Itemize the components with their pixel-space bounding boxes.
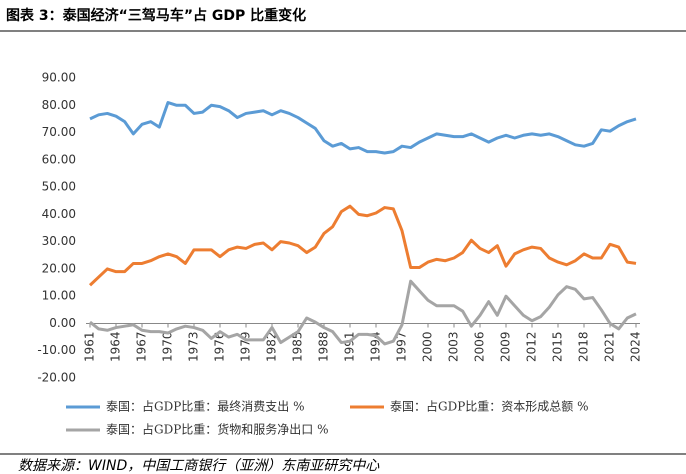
x-tick-label: 2012 xyxy=(525,331,539,362)
source-note: 数据来源：WIND，中国工商银行（亚洲）东南亚研究中心 xyxy=(18,458,380,474)
y-tick-label: 0.00 xyxy=(49,316,76,330)
y-tick-label: -10.00 xyxy=(37,343,76,357)
series-line xyxy=(89,279,637,346)
x-tick-label: 1967 xyxy=(135,331,149,362)
y-tick-label: 20.00 xyxy=(42,261,76,275)
x-tick-label: 1970 xyxy=(161,331,175,362)
y-tick-label: 80.00 xyxy=(42,98,76,112)
legend-label: 泰国：占GDP比重：最终消费支出 % xyxy=(106,399,305,414)
x-tick-label: 2006 xyxy=(473,331,487,362)
y-tick-label: 90.00 xyxy=(42,71,76,85)
x-tick-label: 2015 xyxy=(551,331,565,362)
x-tick-label: 1973 xyxy=(187,331,201,362)
x-tick-label: 1976 xyxy=(213,331,227,362)
x-tick-label: 2021 xyxy=(603,331,617,362)
x-tick-label: 1982 xyxy=(265,331,279,362)
legend-label: 泰国：占GDP比重：货物和服务净出口 % xyxy=(106,422,329,437)
y-tick-label: -20.00 xyxy=(37,371,76,385)
y-tick-label: 40.00 xyxy=(42,207,76,221)
x-tick-label: 2000 xyxy=(421,331,435,362)
x-tick-label: 1997 xyxy=(395,331,409,362)
y-tick-label: 30.00 xyxy=(42,234,76,248)
y-tick-label: 60.00 xyxy=(42,152,76,166)
y-tick-label: 10.00 xyxy=(42,289,76,303)
y-tick-label: 70.00 xyxy=(42,125,76,139)
x-tick-label: 2018 xyxy=(577,331,591,362)
y-tick-label: 50.00 xyxy=(42,180,76,194)
chart-title: 图表 3：泰国经济“三驾马车”占 GDP 比重变化 xyxy=(6,7,306,24)
x-tick-label: 1961 xyxy=(83,331,97,362)
series-line xyxy=(88,204,637,287)
x-tick-label: 1964 xyxy=(109,331,123,362)
x-tick-label: 1988 xyxy=(317,331,331,362)
legend-label: 泰国：占GDP比重：资本形成总额 % xyxy=(390,399,589,414)
x-tick-label: 1985 xyxy=(291,331,305,362)
x-tick-label: 2024 xyxy=(629,331,643,362)
x-tick-label: 2009 xyxy=(499,331,513,362)
series-line xyxy=(89,101,637,155)
x-tick-label: 2003 xyxy=(447,331,461,362)
